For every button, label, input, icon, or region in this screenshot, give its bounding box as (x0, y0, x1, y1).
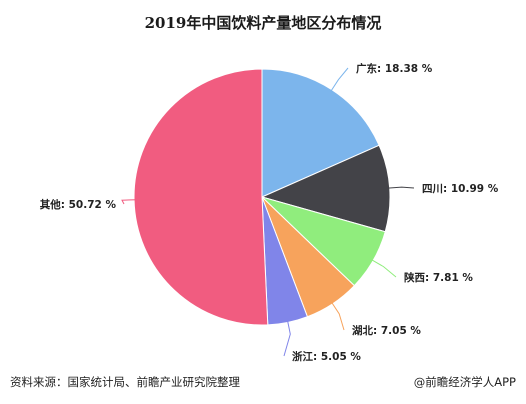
slice-label-2: 陕西: 7.81 % (404, 271, 473, 284)
connector-line-2 (371, 259, 397, 278)
slice-label-5: 其他: 50.72 % (40, 198, 117, 211)
slice-label-3: 湖北: 7.05 % (352, 324, 421, 337)
connector-line-0 (330, 67, 349, 92)
chart-title: 2019年中国饮料产量地区分布情况 (144, 14, 382, 32)
connector-line-4 (283, 320, 291, 357)
connector-line-5 (121, 199, 137, 205)
source-note: 资料来源：国家统计局、前瞻产业研究院整理 (10, 375, 240, 389)
slice-label-0: 广东: 18.38 % (356, 62, 433, 75)
connector-line-1 (387, 186, 415, 189)
slice-label-1: 四川: 10.99 % (422, 183, 499, 195)
brand-credit: @前瞻经济学人APP (413, 375, 516, 389)
connector-line-3 (331, 301, 345, 331)
slice-label-4: 浙江: 5.05 % (292, 350, 361, 363)
pie-slice-5 (133, 68, 269, 326)
